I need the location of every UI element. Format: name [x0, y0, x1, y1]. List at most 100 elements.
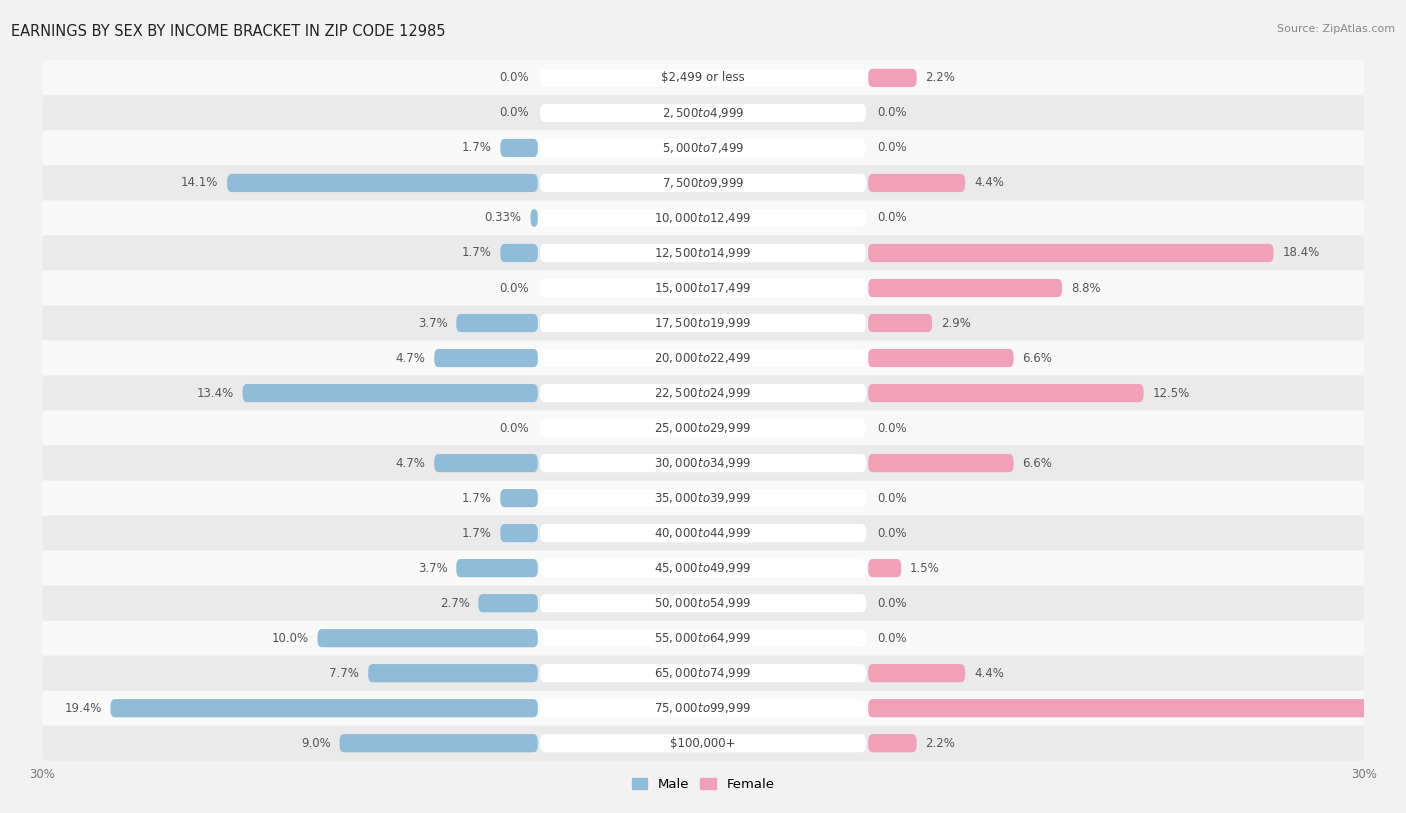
FancyBboxPatch shape — [42, 446, 1364, 480]
FancyBboxPatch shape — [42, 341, 1364, 376]
Text: 1.7%: 1.7% — [461, 527, 492, 540]
Text: 4.4%: 4.4% — [974, 667, 1004, 680]
FancyBboxPatch shape — [42, 166, 1364, 201]
FancyBboxPatch shape — [540, 139, 866, 157]
FancyBboxPatch shape — [42, 130, 1364, 166]
FancyBboxPatch shape — [540, 174, 866, 192]
FancyBboxPatch shape — [540, 69, 866, 87]
Text: 3.7%: 3.7% — [418, 562, 447, 575]
Text: 7.7%: 7.7% — [329, 667, 360, 680]
Text: $17,500 to $19,999: $17,500 to $19,999 — [654, 316, 752, 330]
FancyBboxPatch shape — [540, 559, 866, 577]
Text: 1.7%: 1.7% — [461, 141, 492, 154]
FancyBboxPatch shape — [42, 411, 1364, 446]
Text: 2.2%: 2.2% — [925, 737, 955, 750]
Text: 0.0%: 0.0% — [877, 107, 907, 120]
Text: 3.7%: 3.7% — [418, 316, 447, 329]
FancyBboxPatch shape — [540, 209, 866, 227]
Text: 1.7%: 1.7% — [461, 492, 492, 505]
Text: Source: ZipAtlas.com: Source: ZipAtlas.com — [1277, 24, 1395, 34]
FancyBboxPatch shape — [540, 384, 866, 402]
Text: 0.0%: 0.0% — [877, 422, 907, 435]
Text: 2.9%: 2.9% — [941, 316, 970, 329]
Text: 1.5%: 1.5% — [910, 562, 939, 575]
Text: 0.0%: 0.0% — [877, 211, 907, 224]
FancyBboxPatch shape — [42, 515, 1364, 550]
FancyBboxPatch shape — [457, 314, 537, 333]
Text: $40,000 to $44,999: $40,000 to $44,999 — [654, 526, 752, 540]
FancyBboxPatch shape — [540, 734, 866, 752]
FancyBboxPatch shape — [868, 279, 1062, 297]
FancyBboxPatch shape — [540, 489, 866, 507]
Text: $7,500 to $9,999: $7,500 to $9,999 — [662, 176, 744, 190]
Text: 0.33%: 0.33% — [485, 211, 522, 224]
Text: 2.7%: 2.7% — [440, 597, 470, 610]
FancyBboxPatch shape — [868, 454, 1014, 472]
Text: 0.0%: 0.0% — [499, 107, 529, 120]
FancyBboxPatch shape — [42, 726, 1364, 761]
Text: 6.6%: 6.6% — [1022, 457, 1052, 470]
FancyBboxPatch shape — [540, 244, 866, 262]
Text: $2,499 or less: $2,499 or less — [661, 72, 745, 85]
Text: 0.0%: 0.0% — [877, 527, 907, 540]
FancyBboxPatch shape — [868, 244, 1274, 262]
FancyBboxPatch shape — [457, 559, 537, 577]
FancyBboxPatch shape — [540, 454, 866, 472]
FancyBboxPatch shape — [501, 489, 537, 507]
FancyBboxPatch shape — [868, 349, 1014, 367]
Text: 4.7%: 4.7% — [395, 351, 426, 364]
Text: 2.2%: 2.2% — [925, 72, 955, 85]
Text: EARNINGS BY SEX BY INCOME BRACKET IN ZIP CODE 12985: EARNINGS BY SEX BY INCOME BRACKET IN ZIP… — [11, 24, 446, 39]
Text: $35,000 to $39,999: $35,000 to $39,999 — [654, 491, 752, 505]
Text: $20,000 to $22,499: $20,000 to $22,499 — [654, 351, 752, 365]
Text: $2,500 to $4,999: $2,500 to $4,999 — [662, 106, 744, 120]
FancyBboxPatch shape — [42, 201, 1364, 236]
FancyBboxPatch shape — [540, 699, 866, 717]
Text: 0.0%: 0.0% — [877, 492, 907, 505]
Legend: Male, Female: Male, Female — [626, 773, 780, 797]
Text: 18.4%: 18.4% — [1282, 246, 1320, 259]
FancyBboxPatch shape — [868, 699, 1406, 717]
FancyBboxPatch shape — [868, 664, 965, 682]
FancyBboxPatch shape — [42, 376, 1364, 411]
FancyBboxPatch shape — [42, 691, 1364, 726]
FancyBboxPatch shape — [478, 594, 537, 612]
FancyBboxPatch shape — [42, 306, 1364, 341]
Text: $65,000 to $74,999: $65,000 to $74,999 — [654, 666, 752, 680]
Text: $5,000 to $7,499: $5,000 to $7,499 — [662, 141, 744, 155]
FancyBboxPatch shape — [42, 480, 1364, 515]
Text: 8.8%: 8.8% — [1071, 281, 1101, 294]
Text: $12,500 to $14,999: $12,500 to $14,999 — [654, 246, 752, 260]
Text: 10.0%: 10.0% — [271, 632, 309, 645]
FancyBboxPatch shape — [368, 664, 537, 682]
FancyBboxPatch shape — [501, 244, 537, 262]
Text: $100,000+: $100,000+ — [671, 737, 735, 750]
FancyBboxPatch shape — [530, 209, 537, 227]
FancyBboxPatch shape — [42, 655, 1364, 691]
FancyBboxPatch shape — [540, 349, 866, 367]
FancyBboxPatch shape — [540, 104, 866, 122]
FancyBboxPatch shape — [540, 279, 866, 297]
Text: $25,000 to $29,999: $25,000 to $29,999 — [654, 421, 752, 435]
Text: 13.4%: 13.4% — [197, 386, 233, 399]
FancyBboxPatch shape — [540, 314, 866, 333]
FancyBboxPatch shape — [868, 174, 965, 192]
Text: 6.6%: 6.6% — [1022, 351, 1052, 364]
FancyBboxPatch shape — [434, 454, 537, 472]
Text: $45,000 to $49,999: $45,000 to $49,999 — [654, 561, 752, 575]
FancyBboxPatch shape — [501, 139, 537, 157]
Text: 12.5%: 12.5% — [1153, 386, 1189, 399]
Text: 0.0%: 0.0% — [499, 281, 529, 294]
Text: $15,000 to $17,499: $15,000 to $17,499 — [654, 281, 752, 295]
Text: $50,000 to $54,999: $50,000 to $54,999 — [654, 596, 752, 610]
FancyBboxPatch shape — [42, 271, 1364, 306]
Text: $75,000 to $99,999: $75,000 to $99,999 — [654, 701, 752, 715]
FancyBboxPatch shape — [868, 314, 932, 333]
Text: $22,500 to $24,999: $22,500 to $24,999 — [654, 386, 752, 400]
FancyBboxPatch shape — [540, 664, 866, 682]
FancyBboxPatch shape — [243, 384, 537, 402]
FancyBboxPatch shape — [42, 550, 1364, 585]
Text: 1.7%: 1.7% — [461, 246, 492, 259]
FancyBboxPatch shape — [318, 629, 537, 647]
Text: 4.4%: 4.4% — [974, 176, 1004, 189]
